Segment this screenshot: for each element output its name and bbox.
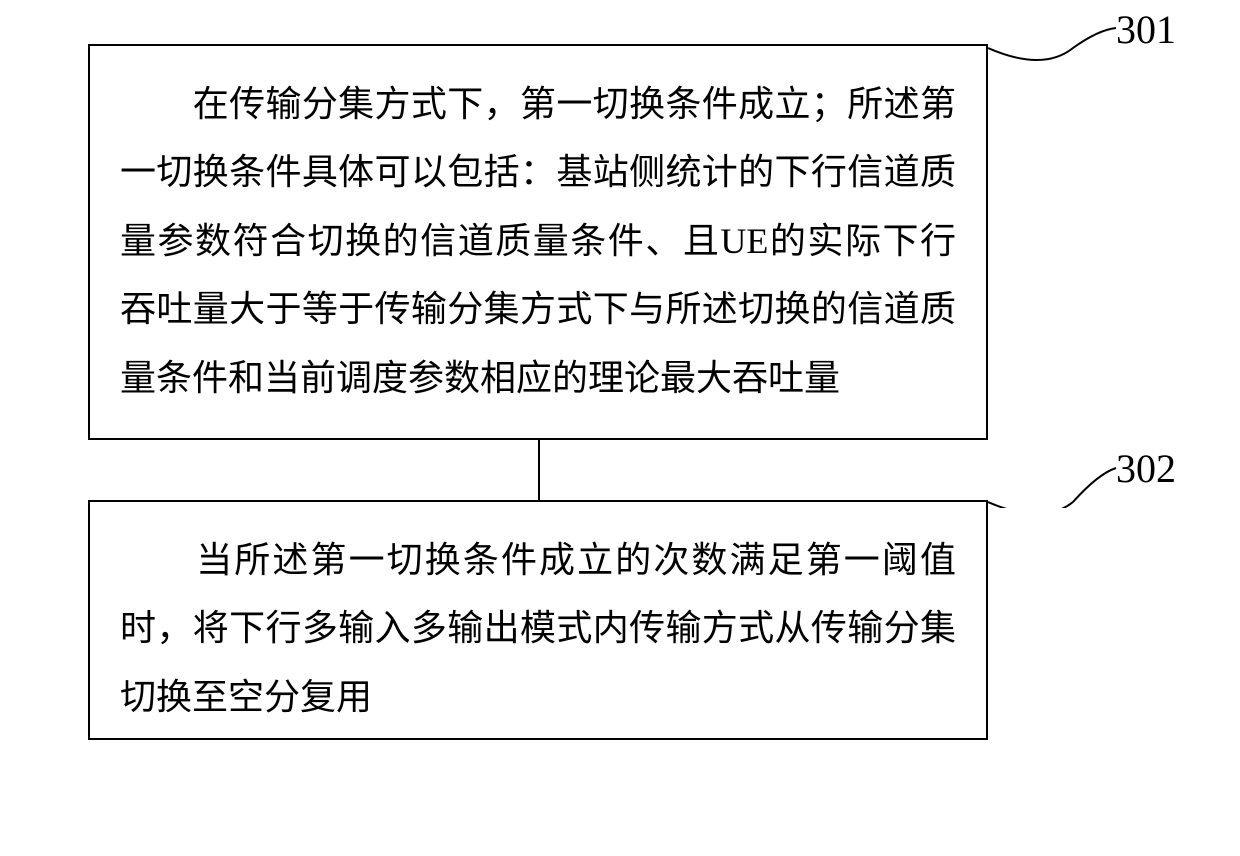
leader-curve-2 [988,460,1118,508]
box-2-text: 当所述第一切换条件成立的次数满足第一阈值时，将下行多输入多输出模式内传输方式从传… [120,540,956,717]
flowchart-box-1: 在传输分集方式下，第一切换条件成立；所述第一切换条件具体可以包括：基站侧统计的下… [88,44,988,440]
leader-curve-1 [988,20,1118,68]
connector-line [538,440,540,500]
box-1-label: 301 [1116,6,1176,53]
flowchart-box-2: 当所述第一切换条件成立的次数满足第一阈值时，将下行多输入多输出模式内传输方式从传… [88,500,988,740]
box-1-text: 在传输分集方式下，第一切换条件成立；所述第一切换条件具体可以包括：基站侧统计的下… [120,84,956,398]
flowchart-container: 在传输分集方式下，第一切换条件成立；所述第一切换条件具体可以包括：基站侧统计的下… [0,0,1240,856]
box-2-label: 302 [1116,445,1176,492]
